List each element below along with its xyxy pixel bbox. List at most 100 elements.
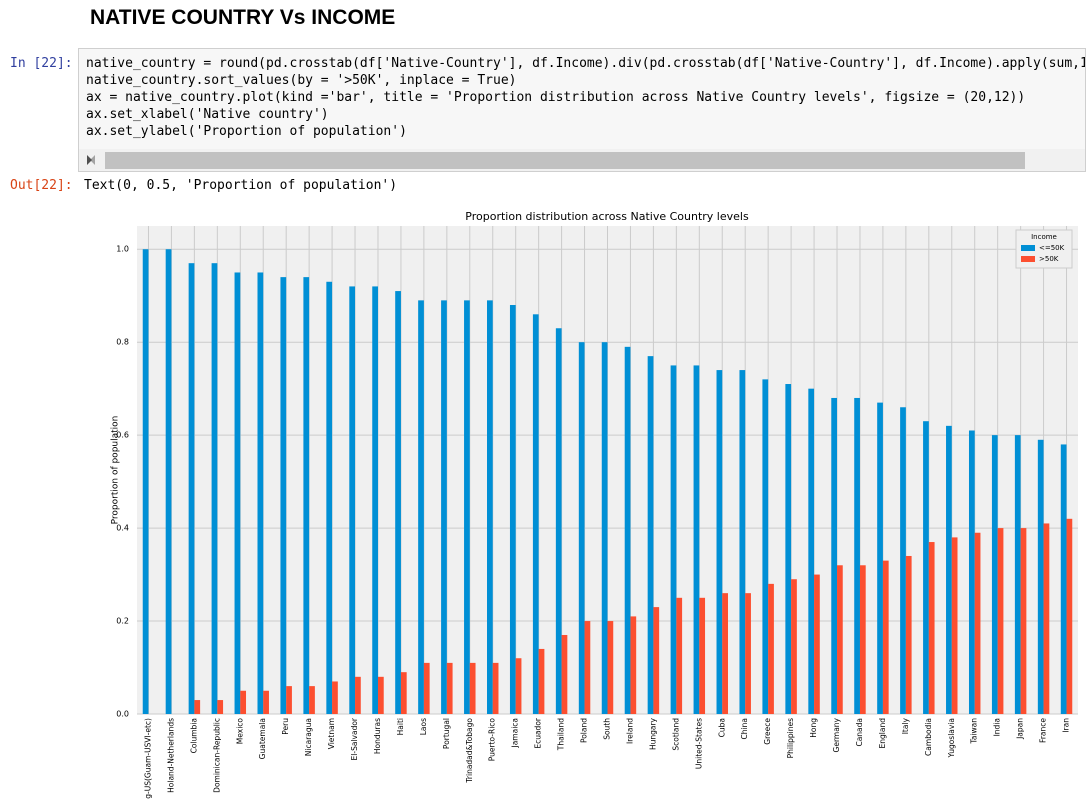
bar <box>762 379 769 714</box>
x-tick-label: Trinadad&Tobago <box>465 718 474 784</box>
bar <box>423 662 430 714</box>
bar <box>487 300 493 714</box>
bar <box>286 686 292 714</box>
x-tick-label: China <box>740 718 749 739</box>
bar <box>418 300 424 714</box>
x-tick-label: Vietnam <box>327 718 336 749</box>
x-tick-label: Scotland <box>671 718 680 751</box>
bar <box>194 700 201 714</box>
y-tick-label: 0.0 <box>116 710 129 719</box>
bar <box>349 286 356 714</box>
bar <box>699 597 706 714</box>
bar <box>211 263 218 714</box>
bar <box>722 593 728 714</box>
bar <box>377 676 384 714</box>
x-tick-label: Yugoslavia <box>947 718 956 759</box>
legend-label: <=50K <box>1039 244 1065 252</box>
x-tick-label: Laos <box>419 718 428 735</box>
bar <box>991 435 998 714</box>
code: native_country = round(pd.crosstab(df['N… <box>79 49 1085 140</box>
bar <box>785 384 792 714</box>
out-prompt: Out[22]: <box>10 178 73 193</box>
bar <box>968 430 975 714</box>
legend-swatch <box>1021 256 1035 262</box>
y-axis-label: Proportion of population <box>111 416 121 525</box>
bar <box>739 370 746 714</box>
x-tick-label: Jamaica <box>511 718 520 749</box>
x-tick-label: Germany <box>832 717 841 752</box>
in-prompt: In [22]: <box>10 56 73 71</box>
bar <box>905 555 912 714</box>
x-tick-label: Portugal <box>442 718 451 749</box>
bar <box>441 300 447 714</box>
x-tick-label: Hong <box>809 718 818 738</box>
x-tick-label: Philippines <box>786 718 795 759</box>
x-tick-label: El-Salvador <box>350 717 359 760</box>
legend-swatch <box>1021 245 1035 251</box>
code-line: ax.set_ylabel('Proportion of population'… <box>86 124 407 139</box>
bar <box>469 662 476 714</box>
code-line: native_country.sort_values(by = '>50K', … <box>86 73 517 88</box>
legend-title: Income <box>1031 233 1057 241</box>
code-line: native_country = round(pd.crosstab(df['N… <box>86 56 1086 71</box>
bar <box>607 621 614 714</box>
x-tick-label: Dominican-Republic <box>212 718 221 793</box>
bar <box>561 634 568 714</box>
bar <box>859 565 866 714</box>
bar <box>928 542 935 714</box>
bar <box>165 249 172 714</box>
bar <box>716 370 723 714</box>
x-tick-label: Ecuador <box>534 717 543 749</box>
y-tick-label: 0.6 <box>116 431 129 440</box>
bar <box>676 597 683 714</box>
bar <box>974 532 981 714</box>
bar <box>768 583 774 714</box>
bar <box>464 300 470 714</box>
output-text: Text(0, 0.5, 'Proportion of population') <box>84 178 398 193</box>
bar <box>217 700 224 714</box>
scrollbar[interactable] <box>79 149 1085 171</box>
legend-label: >50K <box>1039 255 1059 263</box>
bar <box>532 314 539 714</box>
bar <box>1060 444 1067 714</box>
scroll-thumb[interactable] <box>105 152 1025 169</box>
bar <box>854 397 860 714</box>
bar <box>142 249 149 714</box>
x-tick-label: South <box>603 718 612 740</box>
bar <box>515 658 522 714</box>
x-tick-label: Cuba <box>717 718 726 737</box>
bar <box>693 365 700 714</box>
bar <box>509 305 516 714</box>
scroll-left[interactable] <box>83 149 103 171</box>
bar <box>263 690 269 714</box>
bar <box>624 346 631 714</box>
bar <box>745 593 751 714</box>
bar <box>946 425 952 714</box>
x-tick-label: Puerto-Rico <box>488 718 497 762</box>
code-line: ax.set_xlabel('Native country') <box>86 107 329 122</box>
x-tick-label: Mexico <box>235 718 244 745</box>
bar <box>303 277 310 714</box>
bar <box>555 328 562 714</box>
bar <box>877 402 883 714</box>
bar <box>234 272 241 714</box>
bar <box>309 686 315 714</box>
chart: Proportion distribution across Native Co… <box>111 210 1078 799</box>
bar <box>578 342 585 714</box>
x-tick-label: Honduras <box>373 718 382 754</box>
bar <box>653 607 660 714</box>
x-tick-label: Ireland <box>625 718 634 744</box>
bar <box>280 277 287 714</box>
y-tick-label: 0.2 <box>116 617 129 626</box>
x-tick-label: Holand-Netherlands <box>166 718 175 793</box>
x-tick-label: Haiti <box>396 718 405 735</box>
bar <box>791 579 797 714</box>
x-tick-label: France <box>1039 718 1048 743</box>
bar <box>332 681 338 714</box>
bar <box>355 676 361 714</box>
scroll-right[interactable] <box>79 149 99 171</box>
x-tick-label: Poland <box>580 718 589 743</box>
code-cell[interactable]: native_country = round(pd.crosstab(df['N… <box>78 48 1086 172</box>
bar <box>538 648 545 714</box>
